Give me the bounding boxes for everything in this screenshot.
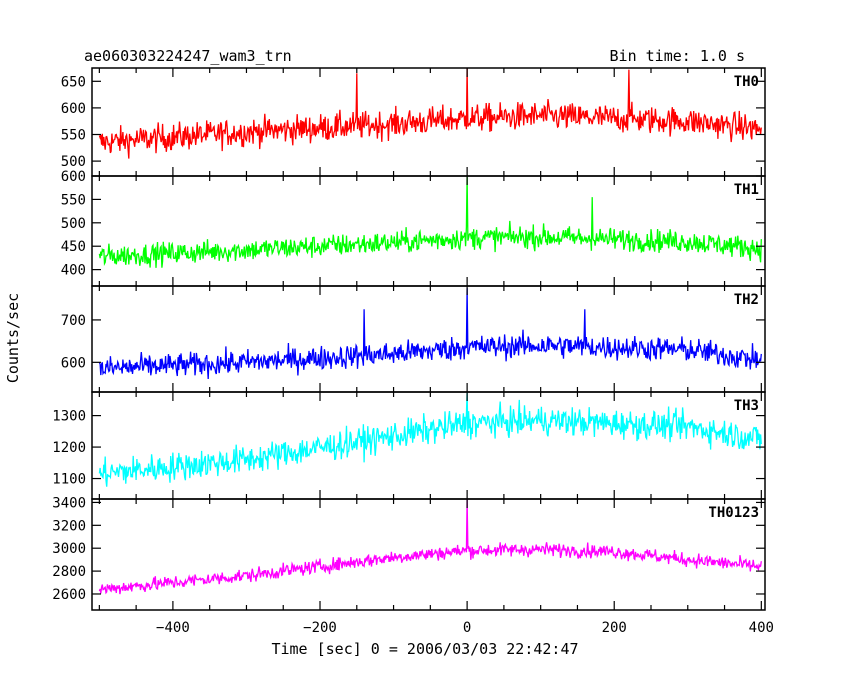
y-tick-label: 2800	[52, 564, 86, 580]
panel-label-th1: TH1	[734, 182, 759, 198]
y-tick-label: 1300	[52, 409, 86, 425]
panel-frame	[91, 498, 766, 611]
panel-th1: 400 450 500 550 600 TH1	[61, 169, 766, 287]
y-tick-label: 3400	[52, 495, 86, 511]
panel-label-th0: TH0	[734, 74, 759, 90]
panel-frame	[91, 175, 766, 287]
y-tick-label: 600	[61, 355, 86, 371]
bin-time-label: Bin time: 1.0 s	[610, 47, 745, 65]
series-line-th2	[98, 288, 762, 380]
y-tick-label: 2600	[52, 587, 86, 603]
y-tick-label: 3200	[52, 518, 86, 534]
panel-label-th0123: TH0123	[708, 505, 759, 521]
panel-th0: 500 550 600 650 TH0	[61, 67, 766, 177]
y-tick-label: 3000	[52, 541, 86, 557]
x-tick-label: 200	[602, 620, 627, 636]
panel-th3: 1100 1200 1300 TH3	[52, 391, 766, 500]
series-line-th0	[98, 68, 762, 159]
series-line-th3	[98, 392, 762, 487]
panels-group: 500 550 600 650 TH0 400 450 500 550 600 TH1 600 700 T…	[52, 67, 766, 611]
series-line-th1	[98, 176, 762, 268]
x-tick-label: −200	[303, 620, 337, 636]
y-tick-label: 550	[61, 192, 86, 208]
y-tick-label: 1200	[52, 440, 86, 456]
x-tick-label: 400	[749, 620, 774, 636]
y-tick-label: 700	[61, 313, 86, 329]
y-tick-label: 400	[61, 263, 86, 279]
series-line-th0123	[98, 499, 762, 595]
y-tick-label: 1100	[52, 472, 86, 488]
y-tick-label: 500	[61, 154, 86, 170]
y-axis-label: Counts/sec	[4, 293, 22, 383]
panel-frame	[91, 285, 766, 393]
y-tick-label: 500	[61, 216, 86, 232]
x-tick-label: 0	[463, 620, 471, 636]
x-tick-label: −400	[156, 620, 190, 636]
y-tick-label: 600	[61, 169, 86, 185]
panel-frame	[91, 391, 766, 500]
x-axis-label: Time [sec] 0 = 2006/03/03 22:42:47	[271, 640, 578, 658]
y-tick-label: 600	[61, 101, 86, 117]
y-tick-label: 450	[61, 239, 86, 255]
panel-th0123: 2600 2800 3000 3200 3400 TH0123	[52, 495, 766, 611]
x-axis-ticks: −400 −200 0 200 400	[156, 620, 774, 636]
panel-th2: 600 700 TH2	[61, 285, 766, 393]
chart-title: ae060303224247_wam3_trn	[84, 47, 292, 65]
y-tick-label: 650	[61, 74, 86, 90]
y-tick-label: 550	[61, 128, 86, 144]
panel-label-th2: TH2	[734, 292, 759, 308]
panel-label-th3: TH3	[734, 398, 759, 414]
